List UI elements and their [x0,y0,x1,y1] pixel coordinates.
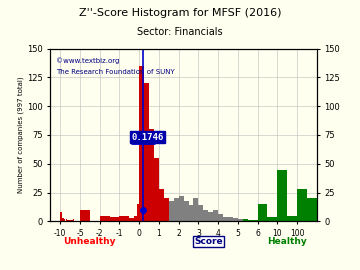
Bar [174,198,179,221]
Bar [120,216,129,221]
Bar [179,196,184,221]
Bar [307,198,317,221]
Bar [223,217,228,221]
Bar [154,158,159,221]
Bar [60,212,62,221]
Bar [253,220,258,221]
Bar [267,217,277,221]
Bar [100,216,109,221]
Bar [213,210,218,221]
Bar [73,219,74,221]
Bar [269,218,273,221]
Bar [64,219,66,221]
Bar [164,198,169,221]
Bar [203,210,208,221]
Bar [273,219,277,221]
Bar [198,205,203,221]
Bar [297,189,307,221]
Bar [67,220,69,221]
Bar [71,220,72,221]
Bar [169,201,174,221]
Text: ©www.textbiz.org: ©www.textbiz.org [56,57,119,64]
Y-axis label: Number of companies (997 total): Number of companies (997 total) [18,77,24,193]
Bar [129,218,134,221]
Bar [149,129,154,221]
Bar [109,217,120,221]
Bar [137,204,139,221]
Bar [159,189,164,221]
Bar [66,219,67,221]
Bar [248,220,253,221]
Bar [258,204,267,221]
Text: Z''-Score Histogram for MFSF (2016): Z''-Score Histogram for MFSF (2016) [79,8,281,18]
Bar [189,205,193,221]
Text: The Research Foundation of SUNY: The Research Foundation of SUNY [56,69,175,75]
Bar [233,218,238,221]
Text: Sector: Financials: Sector: Financials [137,27,223,37]
Bar [291,218,293,221]
Bar [80,210,90,221]
Bar [144,83,149,221]
Bar [62,218,64,221]
Bar [193,198,198,221]
Text: Healthy: Healthy [267,237,307,246]
Bar [228,217,233,221]
Text: Unhealthy: Unhealthy [64,237,116,246]
Bar [287,216,297,221]
Bar [218,214,223,221]
Bar [238,219,243,221]
Bar [139,66,144,221]
Bar [69,220,71,221]
Bar [134,216,139,221]
Bar [184,201,189,221]
Text: Score: Score [194,237,222,246]
Text: 0.1746: 0.1746 [132,133,164,142]
Bar [208,212,213,221]
Bar [277,170,287,221]
Bar [243,219,248,221]
Bar [293,219,295,221]
